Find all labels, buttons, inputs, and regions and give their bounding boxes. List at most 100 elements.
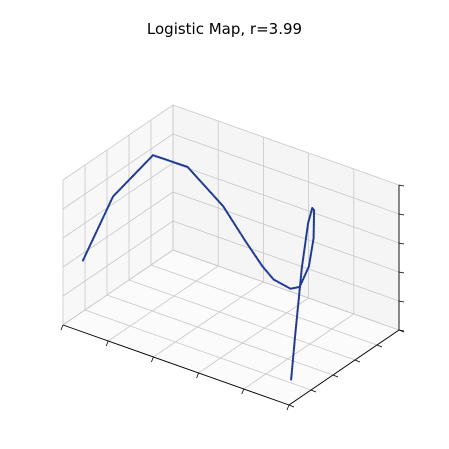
grid-floor-x bbox=[243, 313, 355, 390]
data-point bbox=[295, 320, 298, 323]
data-point bbox=[292, 349, 295, 352]
data-point bbox=[312, 220, 315, 223]
data-point bbox=[301, 263, 304, 267]
data-point bbox=[305, 233, 308, 236]
data-point bbox=[298, 284, 302, 288]
data-point bbox=[297, 300, 300, 304]
data-point bbox=[293, 342, 296, 346]
data-point bbox=[312, 218, 316, 221]
data-point bbox=[312, 213, 316, 217]
grid-back-z bbox=[172, 104, 400, 186]
data-point bbox=[291, 362, 294, 365]
grid-left-z bbox=[62, 220, 174, 297]
data-point bbox=[300, 268, 303, 271]
data-point bbox=[290, 368, 294, 371]
axis-edges bbox=[62, 185, 400, 406]
data-point bbox=[290, 378, 293, 381]
data-point bbox=[298, 288, 301, 291]
data-point bbox=[312, 229, 315, 232]
data-point bbox=[298, 292, 301, 296]
y-tick bbox=[354, 359, 361, 363]
data-point bbox=[305, 235, 308, 238]
data-point bbox=[302, 255, 305, 259]
data-point bbox=[290, 371, 293, 375]
data-point bbox=[303, 249, 306, 252]
data-point bbox=[293, 341, 296, 344]
data-point bbox=[295, 315, 299, 318]
data-point bbox=[292, 346, 296, 349]
data-point bbox=[291, 360, 294, 363]
data-point bbox=[293, 338, 296, 341]
data-point bbox=[306, 222, 310, 225]
grid-floor-x bbox=[198, 297, 309, 374]
data-point bbox=[295, 318, 298, 321]
y-axis-line bbox=[288, 329, 400, 406]
data-point bbox=[292, 355, 295, 358]
z-tick bbox=[398, 184, 405, 187]
z-tick bbox=[398, 242, 405, 245]
data-point bbox=[312, 226, 315, 229]
grid-left-z bbox=[62, 249, 174, 326]
chart-title: Logistic Map, r=3.99 bbox=[146, 20, 303, 38]
y-tick bbox=[310, 389, 317, 393]
data-point bbox=[312, 210, 316, 213]
data-point bbox=[304, 239, 307, 243]
data-point bbox=[294, 328, 297, 331]
data-point bbox=[293, 339, 296, 342]
data-point bbox=[293, 336, 297, 339]
data-point bbox=[290, 376, 293, 379]
data-point bbox=[306, 225, 309, 228]
grid-floor-x bbox=[107, 265, 219, 342]
data-point bbox=[302, 252, 305, 255]
data-point bbox=[299, 276, 302, 280]
data-point bbox=[302, 257, 305, 260]
data-point bbox=[294, 326, 297, 329]
data-point bbox=[301, 262, 304, 265]
grid-back-z bbox=[172, 191, 400, 273]
data-point bbox=[299, 275, 303, 278]
data-point bbox=[292, 347, 296, 350]
data-point bbox=[291, 359, 295, 362]
data-point bbox=[299, 281, 302, 284]
data-point bbox=[296, 312, 299, 315]
data-point bbox=[296, 307, 299, 310]
x-tick bbox=[241, 388, 245, 395]
data-point bbox=[295, 321, 298, 325]
data-point bbox=[303, 247, 306, 251]
grid-floor-x bbox=[153, 281, 264, 358]
data-points bbox=[81, 154, 316, 381]
data-point bbox=[300, 270, 303, 273]
data-point bbox=[312, 237, 315, 240]
data-point bbox=[312, 227, 315, 231]
data-point bbox=[305, 231, 308, 234]
data-point bbox=[302, 251, 306, 254]
data-point bbox=[312, 235, 315, 238]
data-point bbox=[302, 254, 305, 257]
grid-left-z bbox=[62, 104, 174, 181]
data-point bbox=[297, 302, 300, 305]
data-point bbox=[304, 236, 308, 239]
data-point bbox=[312, 215, 316, 218]
data-point bbox=[295, 323, 298, 326]
data-point bbox=[298, 291, 301, 294]
grid-left-z bbox=[62, 191, 174, 268]
data-point bbox=[296, 309, 299, 312]
data-point bbox=[296, 310, 299, 313]
z-tick bbox=[398, 300, 405, 303]
data-point bbox=[294, 334, 297, 338]
data-point bbox=[299, 278, 302, 281]
y-tick bbox=[288, 404, 295, 408]
data-point bbox=[296, 305, 300, 309]
data-point bbox=[293, 344, 296, 347]
data-point bbox=[298, 289, 301, 292]
x-axis-line bbox=[62, 324, 290, 406]
data-point bbox=[312, 216, 316, 220]
data-point bbox=[290, 370, 293, 373]
grid-lines bbox=[62, 104, 400, 406]
data-point bbox=[292, 354, 295, 357]
data-point bbox=[300, 271, 303, 275]
data-point bbox=[295, 317, 298, 320]
x-tick bbox=[151, 356, 154, 363]
grid-floor-y bbox=[128, 279, 356, 361]
